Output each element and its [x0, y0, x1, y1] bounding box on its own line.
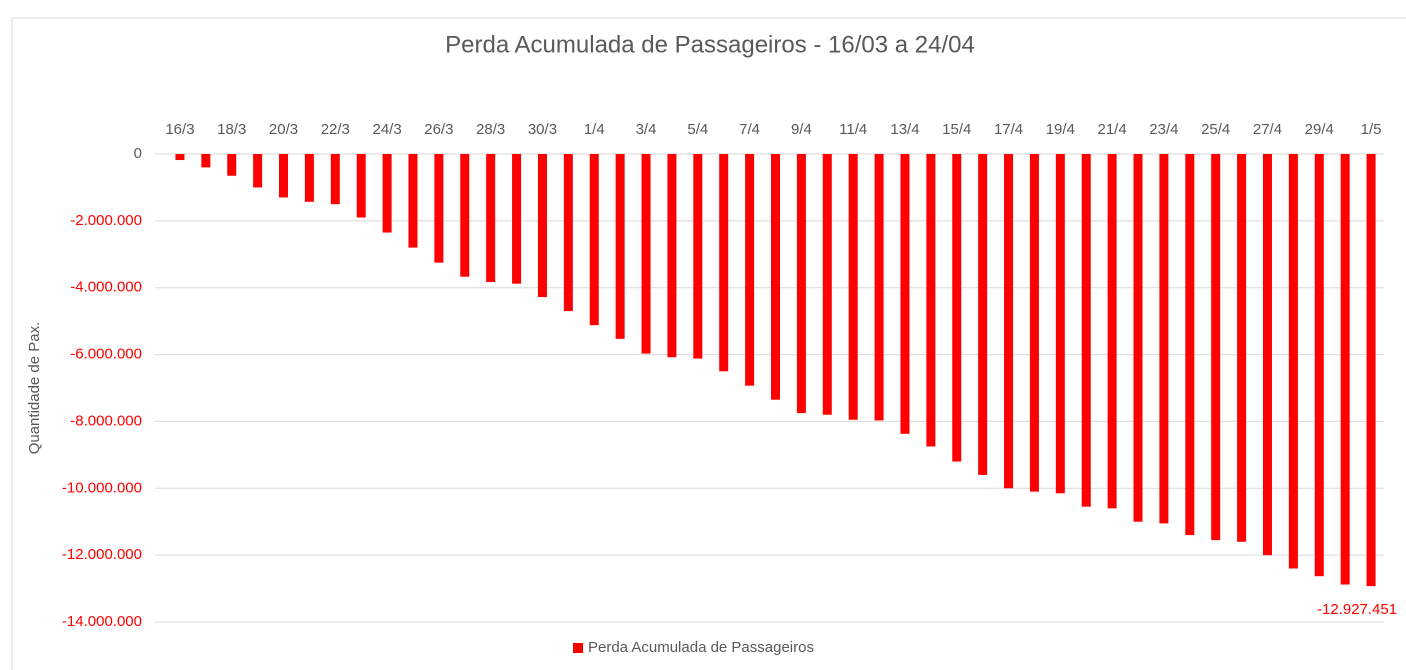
bar	[304, 154, 314, 202]
x-tick-label: 30/3	[528, 121, 557, 138]
x-tick-label: 20/3	[269, 121, 298, 138]
bar	[641, 154, 651, 354]
bar	[900, 154, 910, 434]
data-label: -12.927.451	[1317, 601, 1397, 618]
x-tick-label: 19/4	[1046, 121, 1075, 138]
bar	[279, 154, 289, 198]
bar	[745, 154, 755, 386]
x-tick-label: 11/4	[839, 121, 867, 138]
bar	[1211, 154, 1221, 541]
bar	[330, 154, 340, 205]
bar	[952, 154, 962, 462]
chart-frame	[11, 17, 1406, 670]
x-tick-label: 29/4	[1305, 121, 1334, 138]
bar	[537, 154, 547, 298]
bar	[512, 154, 522, 284]
bar	[1081, 154, 1091, 507]
bar	[1314, 154, 1324, 577]
bar	[1262, 154, 1272, 556]
y-tick-label: -4.000.000	[70, 279, 142, 296]
x-tick-label: 24/3	[372, 121, 401, 138]
bar	[460, 154, 470, 277]
x-tick-label: 22/3	[321, 121, 350, 138]
x-tick-label: 13/4	[890, 121, 919, 138]
bar	[201, 154, 211, 168]
bar	[1133, 154, 1143, 522]
bar	[978, 154, 988, 475]
bar	[693, 154, 703, 359]
bar	[356, 154, 366, 218]
y-tick-label: -8.000.000	[70, 412, 142, 429]
y-tick-label: -12.000.000	[62, 546, 142, 563]
bar	[1159, 154, 1169, 524]
bar	[1107, 154, 1117, 509]
y-tick-label: -6.000.000	[70, 346, 142, 363]
legend-swatch	[573, 643, 583, 653]
x-tick-label: 21/4	[1098, 121, 1127, 138]
bar	[822, 154, 832, 415]
bar	[1237, 154, 1247, 542]
x-tick-label: 17/4	[994, 121, 1023, 138]
bar	[1366, 154, 1376, 587]
bar	[719, 154, 729, 372]
x-tick-label: 26/3	[424, 121, 453, 138]
x-tick-label: 1/5	[1361, 121, 1382, 138]
chart-title: Perda Acumulada de Passageiros - 16/03 a…	[445, 31, 975, 58]
x-tick-label: 23/4	[1149, 121, 1178, 138]
bar	[1288, 154, 1298, 569]
x-tick-label: 16/3	[165, 121, 194, 138]
x-tick-label: 1/4	[584, 121, 605, 138]
y-tick-label: 0	[134, 145, 142, 162]
bar	[589, 154, 599, 326]
x-tick-label: 18/3	[217, 121, 246, 138]
bar	[796, 154, 806, 414]
bar	[926, 154, 936, 447]
x-tick-label: 5/4	[687, 121, 708, 138]
bar	[667, 154, 677, 358]
bar	[563, 154, 573, 312]
x-tick-label: 27/4	[1253, 121, 1282, 138]
x-tick-label: 15/4	[942, 121, 971, 138]
legend-label: Perda Acumulada de Passageiros	[588, 639, 814, 656]
bar	[253, 154, 263, 188]
bar	[615, 154, 625, 339]
x-tick-label: 7/4	[739, 121, 760, 138]
bar	[408, 154, 418, 248]
bar	[227, 154, 237, 176]
y-tick-label: -14.000.000	[62, 613, 142, 630]
x-tick-label: 25/4	[1201, 121, 1230, 138]
x-tick-label: 28/3	[476, 121, 505, 138]
bar	[486, 154, 496, 283]
y-tick-label: -10.000.000	[62, 479, 142, 496]
bar	[382, 154, 392, 233]
bar	[1340, 154, 1350, 585]
x-tick-label: 9/4	[791, 121, 812, 138]
y-tick-label: -2.000.000	[70, 212, 142, 229]
bar	[434, 154, 444, 263]
bar	[1029, 154, 1039, 492]
y-axis-label: Quantidade de Pax.	[26, 322, 43, 455]
bar	[874, 154, 884, 421]
bar	[771, 154, 780, 400]
bar	[175, 154, 185, 161]
bar	[848, 154, 858, 420]
x-tick-label: 3/4	[636, 121, 657, 138]
bar	[1185, 154, 1195, 536]
bar	[1055, 154, 1065, 494]
bar	[1004, 154, 1014, 489]
